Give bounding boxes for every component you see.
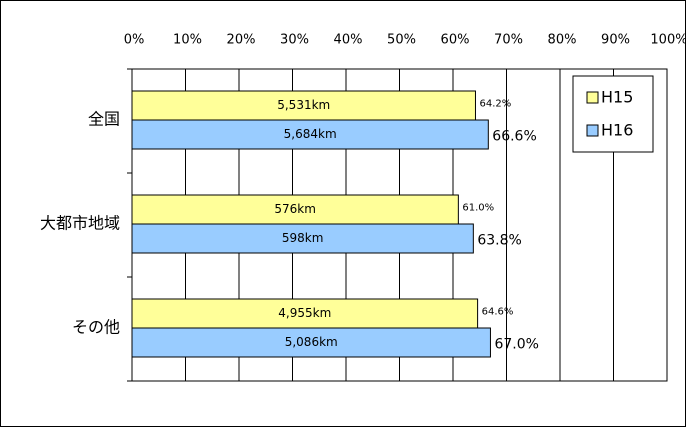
- bar-inner-label: 4,955km: [278, 306, 331, 320]
- x-tick-label: 60%: [441, 33, 470, 48]
- bar-h15: [131, 90, 476, 121]
- bar-h16: [131, 119, 489, 150]
- x-tick-label: 80%: [548, 33, 577, 48]
- data-label: 64.6%: [482, 307, 514, 318]
- x-tick-label: 70%: [494, 33, 523, 48]
- data-label: 64.2%: [479, 99, 511, 110]
- x-tick-label: 90%: [601, 33, 630, 48]
- bar-h16: [131, 327, 491, 358]
- x-tick-label: 10%: [173, 33, 202, 48]
- x-tick-label: 20%: [227, 33, 256, 48]
- legend-swatch: [586, 124, 599, 137]
- bar-h15: [131, 298, 479, 329]
- bar-inner-label: 5,086km: [285, 335, 338, 349]
- x-tick-label: 0%: [124, 33, 145, 48]
- data-label: 67.0%: [494, 337, 538, 353]
- bar-inner-label: 598km: [282, 231, 324, 245]
- x-tick-label: 30%: [280, 33, 309, 48]
- category-label: 大都市地域: [40, 214, 120, 233]
- bar-h15: [131, 194, 459, 225]
- data-label: 66.6%: [492, 129, 536, 145]
- legend-box: [572, 75, 654, 153]
- x-tick-label: 100%: [650, 33, 686, 48]
- bar-inner-label: 5,684km: [284, 127, 337, 141]
- data-label: 61.0%: [462, 203, 494, 214]
- bar-inner-label: 5,531km: [277, 98, 330, 112]
- x-tick-label: 40%: [334, 33, 363, 48]
- data-label: 63.8%: [477, 233, 521, 249]
- legend-label: H16: [601, 121, 633, 140]
- legend-swatch: [586, 91, 599, 104]
- bar-h16: [131, 223, 474, 254]
- bar-inner-label: 576km: [274, 202, 316, 216]
- category-label: 全国: [88, 110, 120, 129]
- x-tick-label: 50%: [387, 33, 416, 48]
- legend-label: H15: [601, 88, 633, 107]
- category-label: その他: [72, 318, 120, 337]
